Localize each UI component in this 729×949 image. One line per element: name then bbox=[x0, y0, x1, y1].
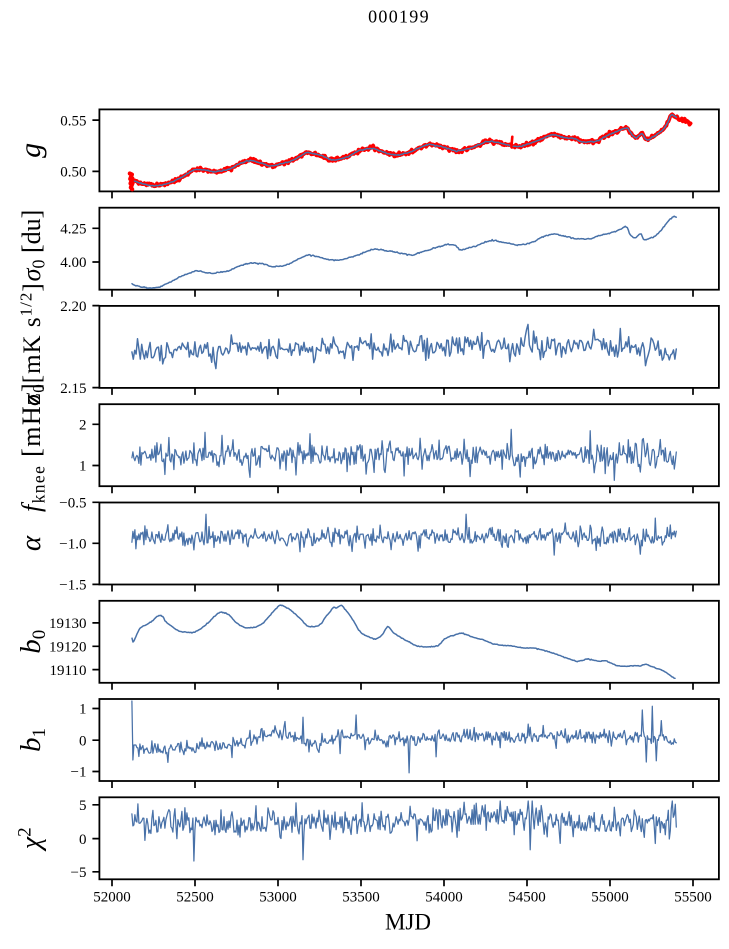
svg-text:−1: −1 bbox=[71, 765, 87, 781]
svg-text:fknee [mHz]: fknee [mHz] bbox=[17, 382, 48, 512]
svg-text:000199: 000199 bbox=[368, 7, 430, 27]
svg-text:0: 0 bbox=[79, 832, 87, 848]
svg-text:g: g bbox=[14, 143, 47, 158]
svg-text:MJD: MJD bbox=[385, 910, 431, 935]
svg-text:0.50: 0.50 bbox=[60, 165, 86, 181]
svg-text:55000: 55000 bbox=[591, 890, 629, 906]
svg-text:53500: 53500 bbox=[342, 890, 380, 906]
svg-text:54500: 54500 bbox=[508, 890, 546, 906]
svg-text:52000: 52000 bbox=[93, 890, 131, 906]
svg-text:2.15: 2.15 bbox=[60, 381, 86, 397]
svg-text:σ0[mK s1/2]: σ0[mK s1/2] bbox=[17, 282, 49, 406]
svg-text:5: 5 bbox=[79, 798, 87, 814]
svg-text:−1.0: −1.0 bbox=[59, 537, 86, 553]
svg-text:55500: 55500 bbox=[674, 890, 712, 906]
svg-text:19110: 19110 bbox=[50, 663, 87, 679]
svg-text:53000: 53000 bbox=[259, 890, 297, 906]
svg-text:4.00: 4.00 bbox=[60, 255, 86, 271]
svg-text:α: α bbox=[15, 535, 47, 551]
svg-text:1: 1 bbox=[79, 459, 87, 475]
svg-text:b0: b0 bbox=[15, 630, 50, 654]
svg-text:0.55: 0.55 bbox=[60, 113, 86, 129]
svg-text:2.20: 2.20 bbox=[60, 299, 86, 315]
svg-text:0: 0 bbox=[79, 733, 87, 749]
svg-text:19130: 19130 bbox=[49, 616, 87, 632]
svg-text:4.25: 4.25 bbox=[60, 222, 86, 238]
svg-text:−0.5: −0.5 bbox=[59, 496, 86, 512]
svg-text:−1.5: −1.5 bbox=[59, 578, 86, 594]
svg-text:1: 1 bbox=[79, 702, 87, 718]
svg-text:b1: b1 bbox=[15, 728, 50, 752]
svg-text:−5: −5 bbox=[71, 865, 87, 881]
svg-text:σ0 [du]: σ0 [du] bbox=[17, 210, 48, 282]
svg-text:19120: 19120 bbox=[49, 640, 87, 656]
svg-text:χ2: χ2 bbox=[15, 827, 48, 852]
svg-text:54000: 54000 bbox=[425, 890, 463, 906]
svg-text:52500: 52500 bbox=[176, 890, 214, 906]
svg-text:2: 2 bbox=[79, 418, 87, 434]
